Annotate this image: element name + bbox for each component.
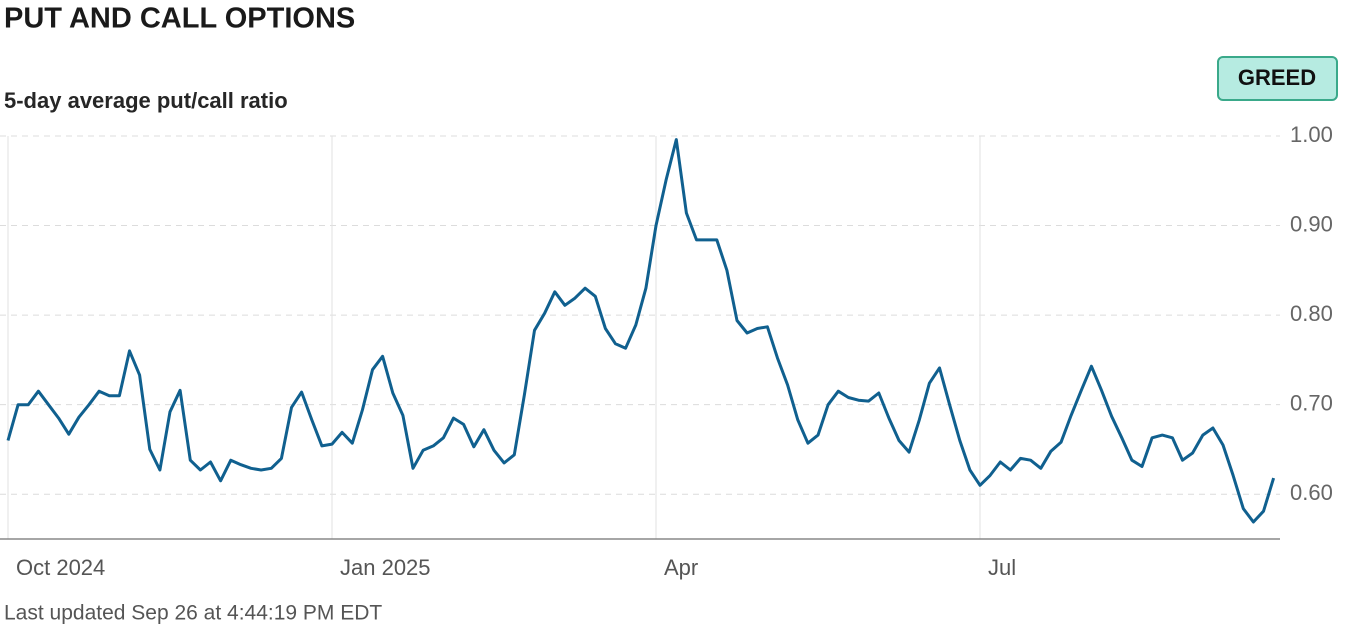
- x-tick-label: Jul: [988, 555, 1016, 580]
- x-tick-label: Jan 2025: [340, 555, 431, 580]
- line: [6, 138, 1276, 524]
- badge-box: [1217, 56, 1338, 101]
- y-tick-label: 0.80: [1290, 301, 1333, 326]
- y-tick-label: 1.00: [1290, 122, 1333, 147]
- footnote: Last updated Sep 26 at 4:44:19 PM EDT: [4, 602, 382, 625]
- x-tick-label: Apr: [664, 555, 698, 580]
- x-tick-label: Oct 2024: [16, 555, 105, 580]
- y-tick-label: 0.90: [1290, 211, 1333, 236]
- chart-subtitle: 5-day average put/call ratio: [4, 88, 288, 113]
- badge: GREED: [1238, 65, 1316, 90]
- y-tick-label: 0.60: [1290, 480, 1333, 505]
- y-tick-label: 0.70: [1290, 390, 1333, 415]
- chart-title: PUT AND CALL OPTIONS: [4, 3, 355, 35]
